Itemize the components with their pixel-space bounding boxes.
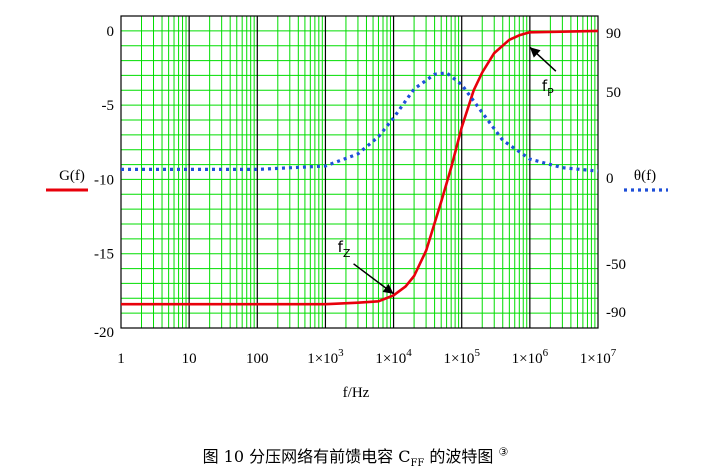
x-tick-label: 1×103 xyxy=(307,347,344,367)
y-right-tick-label: -90 xyxy=(606,305,626,321)
y-left-tick-labels: 0 -5 -10 -15 -20 xyxy=(94,24,114,341)
x-tick-label: 1×106 xyxy=(512,347,549,367)
x-tick-label: 1×104 xyxy=(375,347,412,367)
x-tick-label: 1×107 xyxy=(580,347,617,367)
caption-text: 图 10 分压网络有前馈电容 C xyxy=(202,447,411,466)
y-left-tick-label: -15 xyxy=(94,247,114,263)
x-tick-label: 1 xyxy=(117,351,125,367)
y-left-tick-label: -20 xyxy=(94,325,114,341)
caption-tail: 的波特图 xyxy=(424,447,499,466)
y-left-tick-label: -5 xyxy=(102,98,115,114)
figure-caption: 图 10 分压网络有前馈电容 CFF 的波特图 ③ xyxy=(0,443,711,470)
y-right-tick-label: 90 xyxy=(606,26,621,42)
x-tick-labels: 1 10 100 1×103 1×104 1×105 1×106 1×107 xyxy=(117,347,616,367)
plot-frame xyxy=(120,15,599,329)
y-right-tick-label: 0 xyxy=(606,171,614,187)
y-right-tick-label: -50 xyxy=(606,257,626,273)
y-right-tick-label: 50 xyxy=(606,85,621,101)
series-gain-line xyxy=(121,29,599,306)
y-right-tick-labels: 90 50 0 -50 -90 xyxy=(606,26,626,321)
annotation-label: fZ xyxy=(338,238,351,260)
annotations: fZ fP xyxy=(338,46,557,295)
x-tick-label: 1×105 xyxy=(443,347,480,367)
x-tick-label: 100 xyxy=(246,351,269,367)
x-axis-label: f/Hz xyxy=(343,385,370,401)
y-left-axis-label: G(f) xyxy=(59,168,85,184)
y-left-tick-label: 0 xyxy=(107,24,115,40)
annotation-arrow-head xyxy=(382,283,394,294)
series-phase-line xyxy=(121,71,599,173)
grid xyxy=(121,16,598,329)
y-left-tick-label: -10 xyxy=(94,172,114,188)
y-right-axis-label: θ(f) xyxy=(634,168,656,184)
annotation-arrow-head xyxy=(529,47,541,58)
x-tick-label: 10 xyxy=(182,351,197,367)
bode-chart: 1 10 100 1×103 1×104 1×105 1×106 1×107 0 -5 -10 -1… xyxy=(46,15,668,401)
series-lines xyxy=(121,29,599,306)
caption-subscript: FF xyxy=(410,458,425,470)
annotation-label: fP xyxy=(542,77,554,99)
caption-mark: ③ xyxy=(498,445,509,459)
